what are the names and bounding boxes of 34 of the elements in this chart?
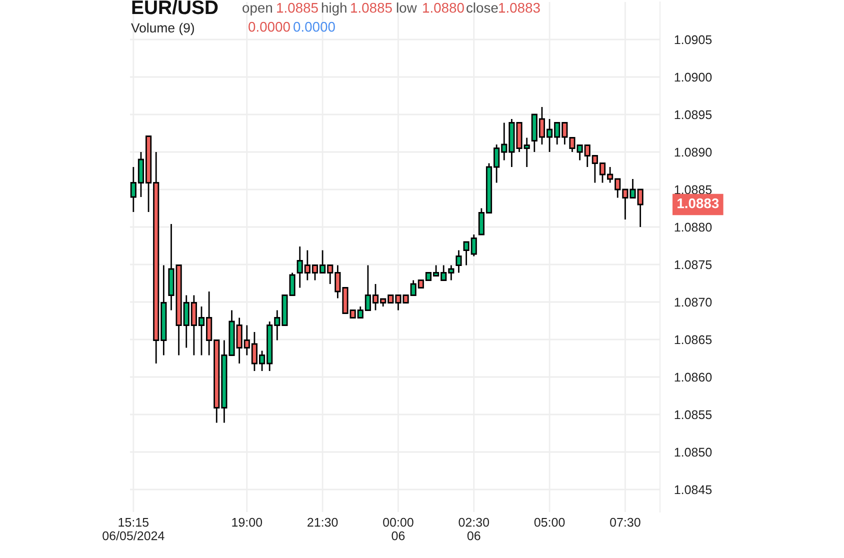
y-tick-label: 1.0905 (674, 35, 712, 44)
y-tick-label: 1.0860 (674, 372, 712, 382)
text: 1.0883 (678, 198, 719, 208)
x-tick-label: 00:00 06 (383, 518, 414, 540)
annotation: low (396, 2, 417, 13)
y-tick-label: 1.0900 (674, 72, 712, 82)
y-tick-label: 1.0865 (674, 335, 712, 344)
y-tick-label: 1.0850 (674, 448, 712, 457)
x-tick-label: 21:30 (308, 518, 338, 527)
annotation: 0.0000 (248, 22, 290, 32)
x-tick-label: 19:00 (232, 518, 262, 527)
annotation: Volume (9) (131, 22, 194, 36)
y-tick-label: 1.0875 (674, 260, 712, 270)
y-tick-label: 1.0845 (674, 485, 712, 494)
y-tick-label: 1.0885 (674, 185, 712, 194)
x-tick-label: 02:30 06 (458, 518, 490, 540)
annotation: high (322, 2, 346, 16)
x-tick-label: 05:00 (534, 518, 565, 527)
annotation: open (242, 5, 272, 16)
y-tick-label: 1.0890 (674, 148, 712, 157)
annotation: close (466, 2, 498, 13)
annotation: 1.0880 (423, 2, 464, 13)
x-tick-label: 07:30 (610, 518, 640, 527)
chart-title: EUR/USD (132, 0, 218, 14)
y-tick-label: 1.0880 (674, 222, 712, 232)
annotation: 0.0000 (294, 22, 335, 32)
candlestick (456, 250, 462, 274)
annotation: 1.0885 (351, 2, 392, 13)
annotation: 1.0883 (499, 2, 540, 13)
x-tick-label: 15:15 06/05/2024 (102, 518, 164, 540)
y-tick-label: 1.0870 (674, 298, 712, 307)
y-tick-label: 1.0855 (674, 410, 712, 420)
y-tick-label: 1.0895 (674, 110, 712, 120)
annotation: 1.0885 (277, 2, 318, 13)
